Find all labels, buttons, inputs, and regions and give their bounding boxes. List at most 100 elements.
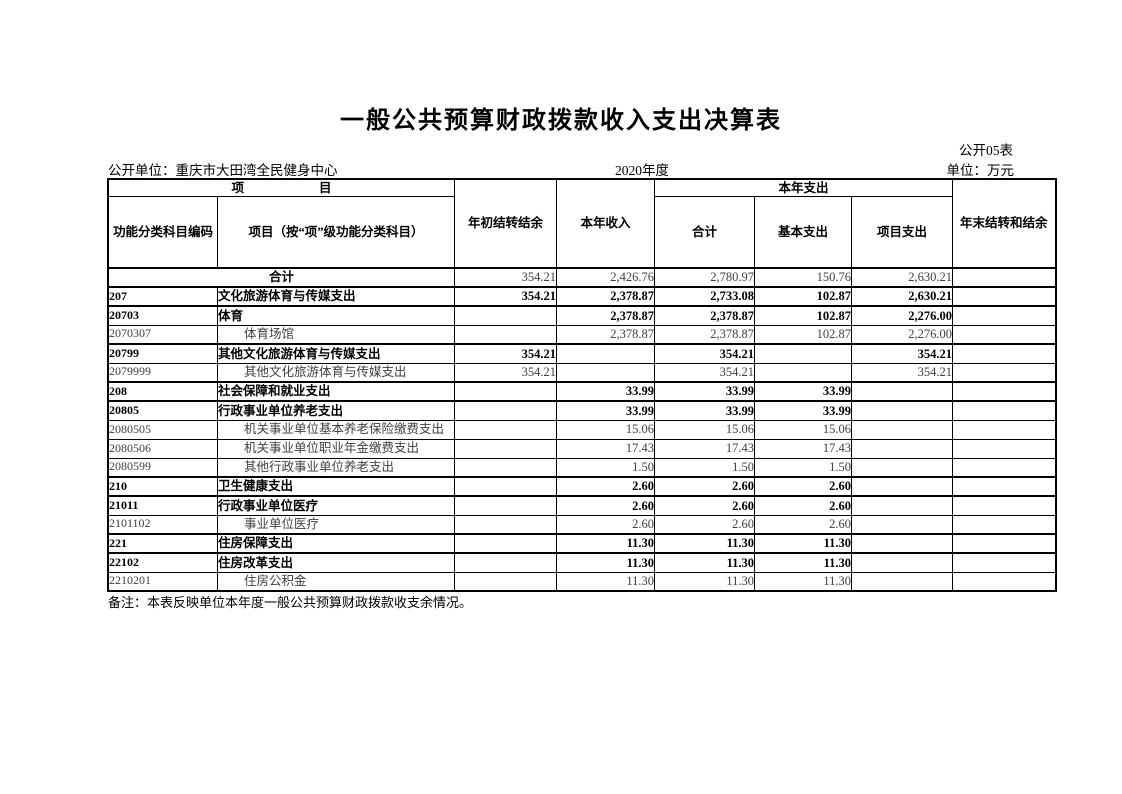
cell-value (851, 438, 954, 459)
cell-value: 2.60 (556, 476, 656, 497)
table-number-label: 公开05表 (959, 143, 1013, 158)
cell-value (454, 419, 558, 440)
cell-value: 11.30 (654, 571, 756, 592)
cell-value: 11.30 (754, 533, 853, 554)
fiscal-year-label: 2020年度 (615, 163, 669, 178)
cell-value: 2,378.87 (556, 305, 656, 326)
cell-item-name: 卫生健康支出 (217, 476, 456, 497)
cell-value (454, 495, 558, 516)
cell-value (454, 381, 558, 402)
cell-value (454, 457, 558, 478)
cell-value: 2,426.76 (556, 267, 656, 288)
cell-value (952, 495, 1057, 516)
table-row: 207 文化旅游体育与传媒支出 354.21 2,378.87 2,733.08 102.… (107, 286, 1057, 307)
cell-value: 2.60 (754, 495, 853, 516)
cell-value: 11.30 (754, 571, 853, 592)
table-header: 项 目 年初结转结余 本年收入 本年支出 年末结转和结余 功能分类科目编码 项目… (107, 178, 1057, 269)
cell-value: 2,630.21 (851, 267, 954, 288)
cell-function-code: 2101102 (107, 514, 219, 535)
table-row: 2079999 其他文化旅游体育与传媒支出 354.21 354.21 354.21 (107, 362, 1057, 383)
header-income: 本年收入 (556, 178, 656, 269)
cell-item-name: 社会保障和就业支出 (217, 381, 456, 402)
cell-function-code: 20703 (107, 305, 219, 326)
cell-value: 11.30 (654, 533, 756, 554)
cell-item-name: 其他行政事业单位养老支出 (217, 457, 456, 478)
cell-value: 150.76 (754, 267, 853, 288)
header-exp-basic: 基本支出 (754, 195, 853, 269)
cell-value (851, 571, 954, 592)
cell-value: 354.21 (851, 362, 954, 383)
cell-value (851, 419, 954, 440)
cell-item-name: 住房公积金 (217, 571, 456, 592)
cell-function-code: 208 (107, 381, 219, 402)
table-row: 2080505 机关事业单位基本养老保险缴费支出 15.06 15.06 15.06 (107, 419, 1057, 440)
cell-value: 2,378.87 (654, 305, 756, 326)
cell-value (952, 267, 1057, 288)
cell-value: 33.99 (754, 381, 853, 402)
cell-value: 354.21 (454, 343, 558, 364)
cell-value: 2.60 (556, 514, 656, 535)
cell-value (952, 552, 1057, 573)
cell-value: 15.06 (654, 419, 756, 440)
cell-value: 2.60 (654, 514, 756, 535)
cell-item-name: 行政事业单位养老支出 (217, 400, 456, 421)
meta-row: 公开单位：重庆市大田湾全民健身中心 2020年度 单位：万元 (108, 159, 1014, 179)
cell-value: 2,733.08 (654, 286, 756, 307)
cell-value: 15.06 (754, 419, 853, 440)
header-expenditure-group: 本年支出 (654, 178, 954, 197)
cell-value (454, 438, 558, 459)
cell-value: 2,780.97 (654, 267, 756, 288)
cell-item-name: 其他文化旅游体育与传媒支出 (217, 362, 456, 383)
footnote: 备注：本表反映单位本年度一般公共预算财政拨款收支余情况。 (108, 595, 473, 610)
cell-value (952, 343, 1057, 364)
cell-value: 2.60 (754, 514, 853, 535)
cell-function-code: 2079999 (107, 362, 219, 383)
cell-value: 2.60 (754, 476, 853, 497)
cell-value: 17.43 (556, 438, 656, 459)
cell-value (556, 362, 656, 383)
table-row: 20799 其他文化旅游体育与传媒支出 354.21 354.21 354.21 (107, 343, 1057, 364)
cell-value (952, 362, 1057, 383)
cell-item-name: 体育 (217, 305, 456, 326)
cell-value (952, 419, 1057, 440)
table-row: 2080599 其他行政事业单位养老支出 1.50 1.50 1.50 (107, 457, 1057, 478)
cell-value: 354.21 (454, 286, 558, 307)
cell-value (851, 514, 954, 535)
cell-value (556, 343, 656, 364)
cell-value (851, 495, 954, 516)
table-row: 210 卫生健康支出 2.60 2.60 2.60 (107, 476, 1057, 497)
cell-item-name: 住房改革支出 (217, 552, 456, 573)
cell-value (454, 514, 558, 535)
cell-value: 2,378.87 (556, 286, 656, 307)
cell-value (754, 343, 853, 364)
header-exp-total: 合计 (654, 195, 756, 269)
cell-value: 1.50 (754, 457, 853, 478)
cell-function-code: 210 (107, 476, 219, 497)
header-item: 项目（按“项”级功能分类科目） (217, 195, 456, 269)
table-row: 合计 354.21 2,426.76 2,780.97 150.76 2,630.21 (107, 267, 1057, 288)
cell-value: 102.87 (754, 324, 853, 345)
table-row: 2101102 事业单位医疗 2.60 2.60 2.60 (107, 514, 1057, 535)
cell-value (952, 381, 1057, 402)
header-begin-balance: 年初结转结余 (454, 178, 558, 269)
cell-value: 2.60 (654, 495, 756, 516)
cell-function-code: 20805 (107, 400, 219, 421)
cell-item-name: 行政事业单位医疗 (217, 495, 456, 516)
disclosing-unit-label: 公开单位：重庆市大田湾全民健身中心 (108, 163, 338, 178)
table-row: 2210201 住房公积金 11.30 11.30 11.30 (107, 571, 1057, 592)
cell-value: 17.43 (654, 438, 756, 459)
cell-value (454, 324, 558, 345)
cell-value: 2,378.87 (654, 324, 756, 345)
cell-value (952, 457, 1057, 478)
cell-item-name: 体育场馆 (217, 324, 456, 345)
cell-function-code: 21011 (107, 495, 219, 516)
cell-value (952, 533, 1057, 554)
cell-item-name: 文化旅游体育与传媒支出 (217, 286, 456, 307)
cell-function-code: 2080506 (107, 438, 219, 459)
cell-function-code: 221 (107, 533, 219, 554)
cell-value: 33.99 (556, 400, 656, 421)
table-row: 221 住房保障支出 11.30 11.30 11.30 (107, 533, 1057, 554)
cell-value: 2,276.00 (851, 324, 954, 345)
table-row: 2070307 体育场馆 2,378.87 2,378.87 102.87 2,276.0… (107, 324, 1057, 345)
cell-value: 2,276.00 (851, 305, 954, 326)
